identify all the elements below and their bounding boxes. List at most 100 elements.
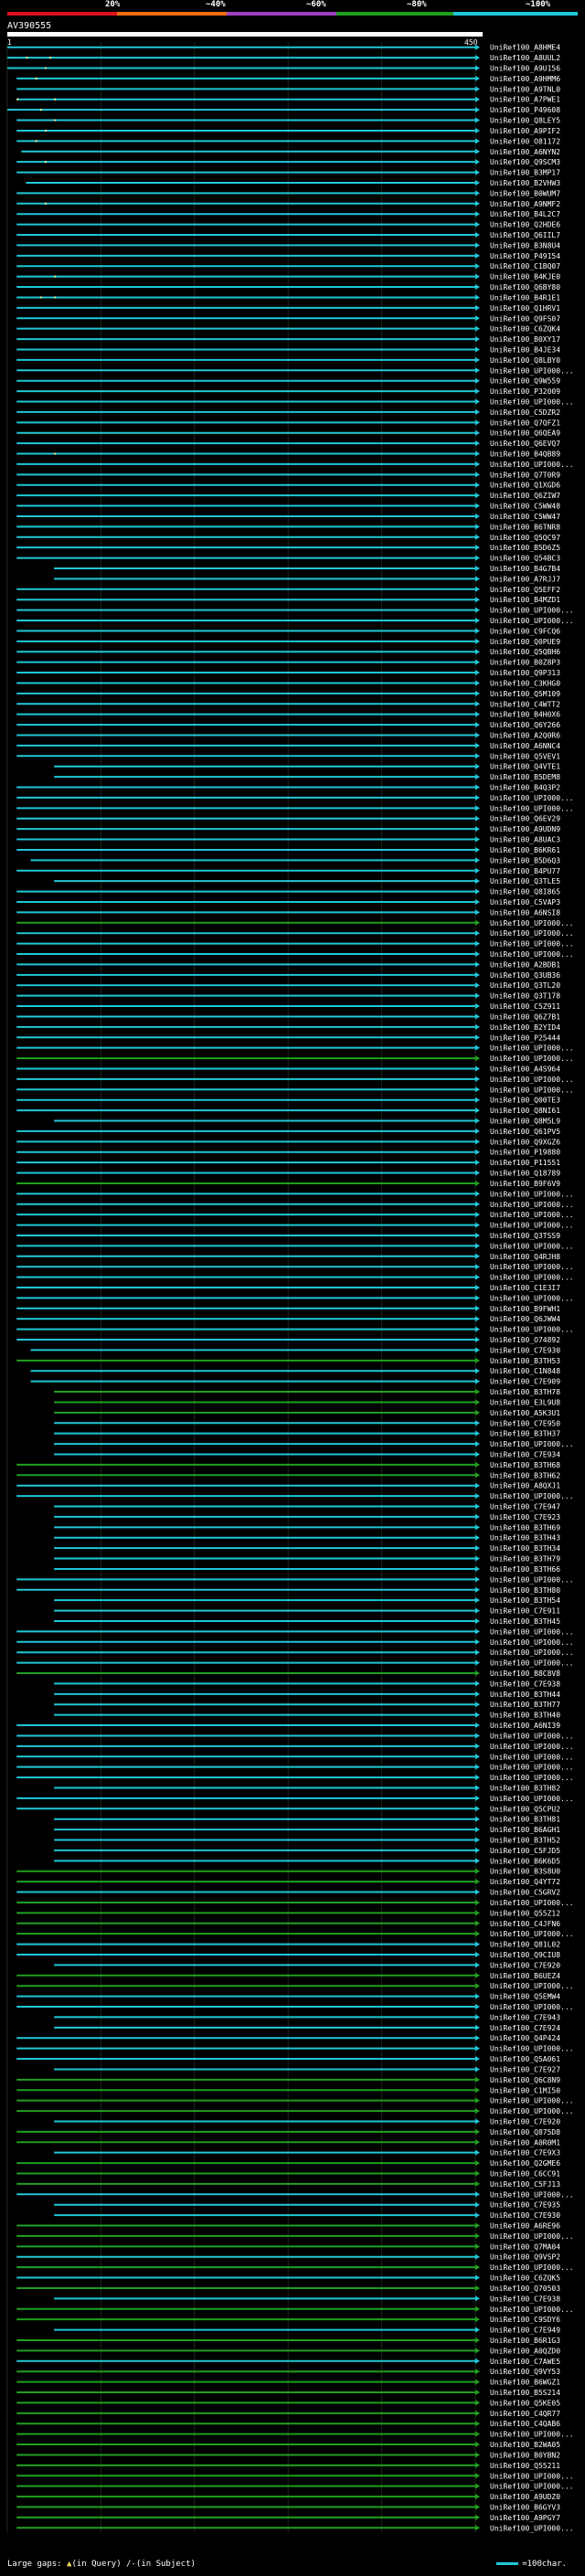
hit-label[interactable]: UniRef100_A8UAC3 <box>490 836 560 844</box>
hit-label[interactable]: UniRef100_Q55Z12 <box>490 1909 560 1917</box>
hit-label[interactable]: UniRef100_B3TH34 <box>490 1544 560 1553</box>
hit-label[interactable]: UniRef100_UPI000... <box>490 950 574 959</box>
hit-label[interactable]: UniRef100_C7E934 <box>490 1450 560 1458</box>
hit-label[interactable]: UniRef100_C1N848 <box>490 1367 560 1375</box>
hit-label[interactable]: UniRef100_C4JFN6 <box>490 1920 560 1928</box>
hit-label[interactable]: UniRef100_A9NMF2 <box>490 200 560 208</box>
hit-label[interactable]: UniRef100_UPI000... <box>490 2003 574 2011</box>
hit-label[interactable]: UniRef100_UPI000... <box>490 1638 574 1647</box>
hit-label[interactable]: UniRef100_C5GRV2 <box>490 1889 560 1897</box>
hit-label[interactable]: UniRef100_Q55211 <box>490 2462 560 2470</box>
hit-label[interactable]: UniRef100_C7E924 <box>490 2024 560 2032</box>
hit-label[interactable]: UniRef100_B3TH69 <box>490 1523 560 1532</box>
hit-label[interactable]: UniRef100_Q8LEY5 <box>490 117 560 125</box>
hit-label[interactable]: UniRef100_C7E935 <box>490 2201 560 2210</box>
hit-label[interactable]: UniRef100_B3MP17 <box>490 169 560 177</box>
hit-label[interactable]: UniRef100_UPI000... <box>490 2431 574 2439</box>
hit-label[interactable]: UniRef100_A9UDZ0 <box>490 2493 560 2501</box>
hit-label[interactable]: UniRef100_UPI000... <box>490 1440 574 1448</box>
hit-label[interactable]: UniRef100_Q9CIU8 <box>490 1951 560 1959</box>
hit-label[interactable]: UniRef100_B6KR61 <box>490 846 560 854</box>
hit-label[interactable]: UniRef100_B5DEM8 <box>490 773 560 781</box>
hit-label[interactable]: UniRef100_Q6Y266 <box>490 721 560 729</box>
hit-label[interactable]: UniRef100_UPI000... <box>490 2097 574 2105</box>
hit-label[interactable]: UniRef100_B3TH53 <box>490 1357 560 1365</box>
hit-label[interactable]: UniRef100_UPI000... <box>490 1274 574 1282</box>
hit-label[interactable]: UniRef100_UPI000... <box>490 929 574 938</box>
hit-label[interactable]: UniRef100_UPI000... <box>490 1764 574 1772</box>
hit-label[interactable]: UniRef100_C7E909 <box>490 1378 560 1386</box>
hit-label[interactable]: UniRef100_A6NI39 <box>490 1722 560 1730</box>
hit-label[interactable]: UniRef100_B4R1E1 <box>490 293 560 302</box>
hit-label[interactable]: UniRef100_A0R0M1 <box>490 2138 560 2147</box>
hit-label[interactable]: UniRef100_C7E920 <box>490 1961 560 1969</box>
hit-label[interactable]: UniRef100_Q7T0R9 <box>490 471 560 479</box>
hit-label[interactable]: UniRef100_UPI000... <box>490 804 574 812</box>
hit-label[interactable]: UniRef100_UPI000... <box>490 1044 574 1053</box>
hit-label[interactable]: UniRef100_C4WTT2 <box>490 700 560 708</box>
hit-label[interactable]: UniRef100_Q6ZIW7 <box>490 492 560 500</box>
hit-label[interactable]: UniRef100_A7PWE1 <box>490 96 560 104</box>
hit-label[interactable]: UniRef100_P19880 <box>490 1149 560 1157</box>
hit-label[interactable]: UniRef100_Q18789 <box>490 1170 560 1178</box>
hit-label[interactable]: UniRef100_B4KJE0 <box>490 273 560 281</box>
hit-label[interactable]: UniRef100_UPI000... <box>490 617 574 625</box>
hit-label[interactable]: UniRef100_B4JE34 <box>490 345 560 354</box>
hit-label[interactable]: UniRef100_C5DZR2 <box>490 408 560 417</box>
hit-label[interactable]: UniRef100_C4QAB6 <box>490 2420 560 2428</box>
hit-label[interactable]: UniRef100_Q1HRV1 <box>490 304 560 313</box>
hit-label[interactable]: UniRef100_C7E950 <box>490 1419 560 1427</box>
hit-label[interactable]: UniRef100_A9PIF2 <box>490 127 560 135</box>
hit-label[interactable]: UniRef100_A2BDB1 <box>490 960 560 969</box>
hit-label[interactable]: UniRef100_UPI000... <box>490 1743 574 1751</box>
hit-label[interactable]: UniRef100_B3TH78 <box>490 1388 560 1396</box>
hit-label[interactable]: UniRef100_B3TH52 <box>490 1837 560 1845</box>
hit-label[interactable]: UniRef100_UPI000... <box>490 398 574 407</box>
hit-label[interactable]: UniRef100_C5FJD5 <box>490 1847 560 1855</box>
hit-label[interactable]: UniRef100_Q3TL20 <box>490 981 560 990</box>
hit-label[interactable]: UniRef100_Q70503 <box>490 2284 560 2293</box>
hit-label[interactable]: UniRef100_B9F6V9 <box>490 1180 560 1188</box>
hit-label[interactable]: UniRef100_Q7QFZ1 <box>490 419 560 427</box>
hit-label[interactable]: UniRef100_P32009 <box>490 387 560 396</box>
hit-label[interactable]: UniRef100_A6NNC4 <box>490 742 560 750</box>
hit-label[interactable]: UniRef100_C6ZQK5 <box>490 2274 560 2283</box>
hit-label[interactable]: UniRef100_C7E938 <box>490 2295 560 2303</box>
hit-label[interactable]: UniRef100_A0QZD0 <box>490 2347 560 2355</box>
hit-label[interactable]: UniRef100_Q2GME6 <box>490 2159 560 2168</box>
hit-label[interactable]: UniRef100_E3L9U8 <box>490 1398 560 1406</box>
hit-label[interactable]: UniRef100_B3TH80 <box>490 1586 560 1595</box>
hit-label[interactable]: UniRef100_UPI000... <box>490 1201 574 1209</box>
hit-label[interactable]: UniRef100_P25444 <box>490 1034 560 1042</box>
hit-label[interactable]: UniRef100_A8UUL2 <box>490 54 560 62</box>
hit-label[interactable]: UniRef100_UPI000... <box>490 1492 574 1500</box>
hit-label[interactable]: UniRef100_O74892 <box>490 1336 560 1344</box>
hit-label[interactable]: UniRef100_Q9VSP2 <box>490 2253 560 2262</box>
hit-label[interactable]: UniRef100_C1BQ07 <box>490 262 560 270</box>
hit-label[interactable]: UniRef100_Q8M5L9 <box>490 1118 560 1126</box>
hit-label[interactable]: UniRef100_B3TH66 <box>490 1565 560 1574</box>
hit-label[interactable]: UniRef100_Q5QBH6 <box>490 648 560 656</box>
hit-label[interactable]: UniRef100_B6GYV3 <box>490 2503 560 2511</box>
hit-label[interactable]: UniRef100_Q0PUE9 <box>490 638 560 646</box>
hit-label[interactable]: UniRef100_B8C8V8 <box>490 1670 560 1678</box>
hit-label[interactable]: UniRef100_C6ZQK4 <box>490 325 560 334</box>
hit-label[interactable]: UniRef100_C3KHG0 <box>490 679 560 687</box>
hit-label[interactable]: UniRef100_Q8LBY0 <box>490 356 560 365</box>
hit-label[interactable]: UniRef100_UPI000... <box>490 919 574 928</box>
hit-label[interactable]: UniRef100_A9UDN9 <box>490 825 560 833</box>
hit-label[interactable]: UniRef100_C5WW48 <box>490 503 560 511</box>
hit-label[interactable]: UniRef100_UPI000... <box>490 2190 574 2199</box>
hit-label[interactable]: UniRef100_B6WGZ1 <box>490 2379 560 2387</box>
hit-label[interactable]: UniRef100_Q7MA04 <box>490 2242 560 2251</box>
hit-label[interactable]: UniRef100_Q6EVQ7 <box>490 440 560 448</box>
hit-label[interactable]: UniRef100_Q6EV29 <box>490 815 560 823</box>
hit-label[interactable]: UniRef100_Q6BY80 <box>490 283 560 292</box>
hit-label[interactable]: UniRef100_B2WA05 <box>490 2441 560 2449</box>
hit-label[interactable]: UniRef100_A9HMM6 <box>490 75 560 83</box>
hit-label[interactable]: UniRef100_UPI000... <box>490 607 574 615</box>
hit-label[interactable]: UniRef100_B2YID4 <box>490 1023 560 1032</box>
hit-label[interactable]: UniRef100_O81172 <box>490 137 560 145</box>
hit-label[interactable]: UniRef100_C7E930 <box>490 2211 560 2220</box>
hit-label[interactable]: UniRef100_B9FWH1 <box>490 1305 560 1313</box>
